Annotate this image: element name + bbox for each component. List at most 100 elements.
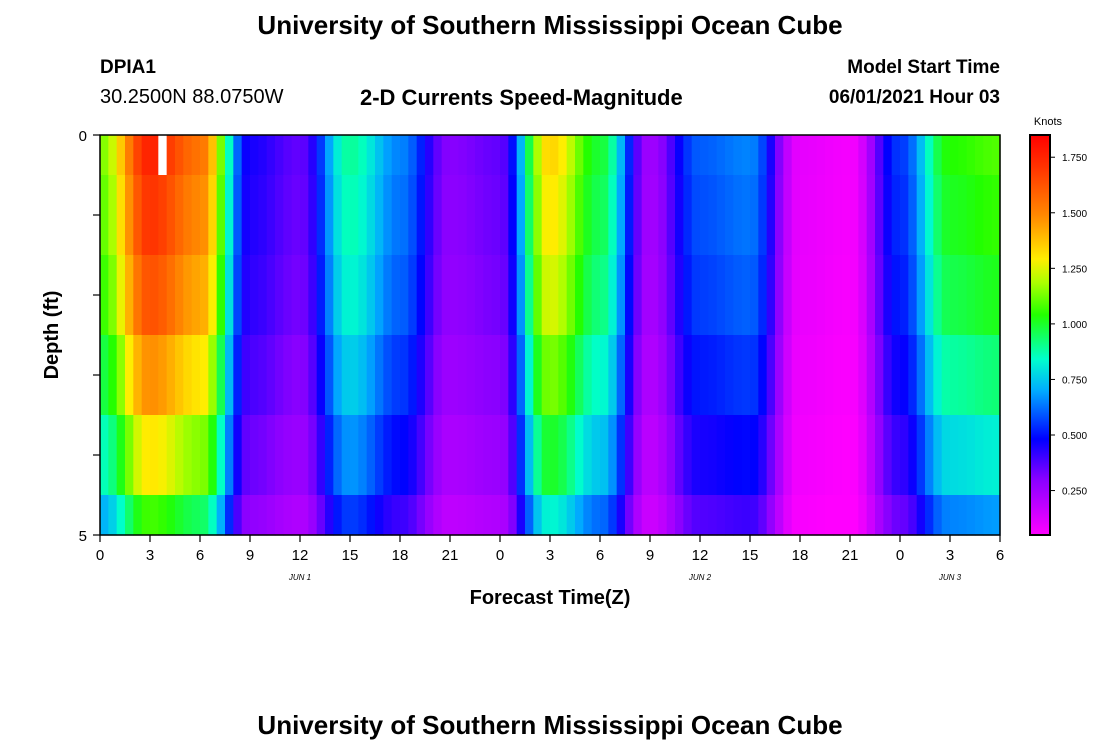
heatmap-cell	[391, 335, 401, 416]
heatmap-cell	[633, 255, 643, 336]
heatmap-cell	[383, 335, 393, 416]
heatmap-cell	[316, 335, 326, 416]
heatmap-cell	[391, 495, 401, 536]
heatmap-cell	[375, 175, 384, 256]
heatmap-cell	[216, 175, 226, 256]
heatmap-cell	[475, 135, 484, 176]
heatmap-cell	[550, 495, 559, 536]
heatmap-cell	[900, 495, 909, 536]
heatmap-cell	[258, 175, 268, 256]
heatmap-cell	[325, 335, 334, 416]
heatmap-cell	[575, 255, 584, 336]
heatmap-cell	[683, 495, 693, 536]
heatmap-cell	[933, 495, 943, 536]
colorbar-tick-label: 1.500	[1062, 209, 1087, 220]
heatmap-cell	[858, 335, 868, 416]
heatmap-cell	[183, 335, 193, 416]
heatmap-cell	[483, 175, 493, 256]
heatmap-cell	[858, 495, 868, 536]
heatmap-cell	[208, 255, 218, 336]
heatmap-cell	[133, 175, 143, 256]
heatmap-cell	[566, 335, 576, 416]
heatmap-cell	[591, 495, 601, 536]
x-tick-label: 12	[292, 547, 309, 564]
heatmap-cell	[758, 135, 768, 176]
heatmap-cell	[425, 335, 434, 416]
heatmap-cell	[433, 135, 443, 176]
heatmap-cell	[916, 335, 926, 416]
heatmap-cell	[266, 175, 276, 256]
heatmap-cell	[991, 335, 1001, 416]
heatmap-cell	[166, 135, 176, 176]
heatmap-cell	[241, 415, 251, 496]
heatmap-cell	[325, 255, 334, 336]
heatmap-cell	[175, 255, 184, 336]
heatmap-cell	[325, 415, 334, 496]
heatmap-cell	[525, 255, 534, 336]
heatmap-cell	[408, 495, 418, 536]
heatmap-cell	[983, 415, 993, 496]
heatmap-cell	[133, 415, 143, 496]
heatmap-cell	[625, 335, 634, 416]
heatmap-cell	[416, 175, 426, 256]
heatmap-cell	[866, 415, 876, 496]
heatmap-cell	[950, 175, 959, 256]
heatmap-cell	[675, 495, 684, 536]
heatmap-cell	[433, 255, 443, 336]
heatmap-cell	[508, 175, 518, 256]
heatmap-cell	[716, 335, 726, 416]
heatmap-cell	[550, 415, 559, 496]
heatmap-cell	[100, 335, 109, 416]
heatmap-cell	[750, 495, 759, 536]
heatmap-cell	[325, 495, 334, 536]
heatmap-cell	[466, 495, 476, 536]
heatmap-cell	[500, 255, 509, 336]
heatmap-cell	[525, 335, 534, 416]
heatmap-cell	[616, 175, 626, 256]
heatmap-cell	[616, 335, 626, 416]
heatmap-cell	[991, 415, 1001, 496]
heatmap-cell	[866, 495, 876, 536]
heatmap-cell	[441, 135, 451, 176]
heatmap-cell	[941, 175, 951, 256]
heatmap-cell	[883, 175, 893, 256]
heatmap-cell	[450, 175, 459, 256]
heatmap-cell	[291, 495, 301, 536]
heatmap-cell	[241, 255, 251, 336]
heatmap-cell	[350, 135, 359, 176]
heatmap-cell	[333, 495, 343, 536]
heatmap-cell	[533, 175, 543, 256]
heatmap-cell	[183, 415, 193, 496]
heatmap-cell	[133, 495, 143, 536]
heatmap-cell	[308, 335, 318, 416]
heatmap-cell	[650, 335, 659, 416]
heatmap-cell	[425, 175, 434, 256]
heatmap-cell	[991, 255, 1001, 336]
heatmap-cell	[308, 495, 318, 536]
heatmap-cell	[516, 335, 526, 416]
heatmap-cell	[650, 175, 659, 256]
colorbar: Knots 0.250 0.500 0.750 1.000 1.250 1.500 1.75…	[1029, 116, 1087, 536]
y-tick-label: 0	[79, 128, 87, 145]
heatmap-cell	[983, 255, 993, 336]
heatmap-cell	[583, 335, 593, 416]
heatmap-cell	[691, 495, 701, 536]
heatmap-cell	[366, 175, 376, 256]
heatmap-cell	[733, 415, 743, 496]
x-tick-label: 9	[646, 547, 654, 564]
heatmap-cell	[433, 495, 443, 536]
heatmap-cell	[266, 255, 276, 336]
model-start-label: Model Start Time	[847, 57, 1000, 78]
heatmap-cell	[941, 135, 951, 176]
heatmap-cell	[625, 415, 634, 496]
heatmap-cell	[508, 335, 518, 416]
heatmap-cell	[633, 495, 643, 536]
heatmap-cell	[308, 135, 318, 176]
heatmap-cell	[383, 255, 393, 336]
heatmap-cell	[641, 415, 651, 496]
heatmap-cell	[891, 415, 901, 496]
heatmap-cell	[666, 335, 676, 416]
heatmap-cell	[841, 135, 851, 176]
heatmap-cell	[608, 415, 618, 496]
heatmap-cell	[258, 335, 268, 416]
